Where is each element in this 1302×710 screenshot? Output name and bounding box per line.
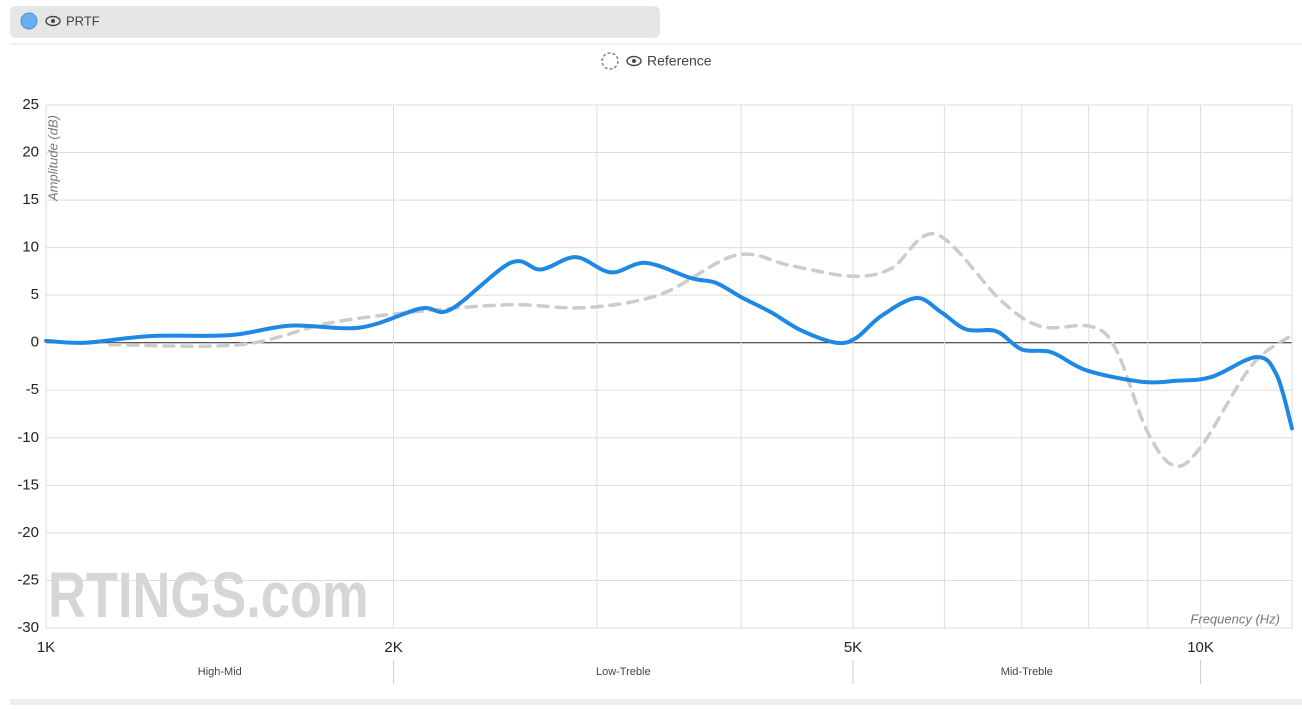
watermark: RTINGS.com: [48, 560, 369, 631]
eye-icon: [626, 55, 642, 67]
y-tick-label: 0: [31, 334, 39, 351]
y-tick-label: 25: [22, 96, 39, 113]
x-tick-label: 1K: [37, 639, 55, 656]
y-tick-label: -15: [17, 476, 39, 493]
y-tick-label: -25: [17, 571, 39, 588]
x-axis-label: Frequency (Hz): [1190, 611, 1280, 626]
y-axis-label: Amplitude (dB): [45, 115, 60, 202]
band-label: High-Mid: [198, 666, 242, 678]
series-line: [108, 232, 1294, 468]
band-label: Mid-Treble: [1001, 666, 1053, 678]
y-tick-label: -30: [17, 619, 39, 636]
plot: 25 20 15 10 5 0 -5 -10 -15 -20 -25 -30 1K 2K 5K 10K High…: [17, 96, 1294, 684]
eye-icon: [632, 59, 636, 63]
x-tick-label: 2K: [384, 639, 402, 656]
y-tick-label: -20: [17, 524, 39, 541]
eye-icon: [51, 19, 55, 23]
legend-swatch: [601, 52, 619, 70]
y-tick-label: 10: [22, 239, 39, 256]
legend: PRTF Reference: [20, 12, 712, 70]
y-tick-label: 5: [31, 286, 39, 303]
legend-label: PRTF: [66, 13, 100, 28]
legend-label: Reference: [647, 53, 712, 69]
x-tick-label: 10K: [1187, 639, 1214, 656]
legend-swatch: [20, 12, 38, 30]
series-line: [44, 255, 1294, 431]
y-tick-label: 20: [22, 144, 39, 161]
y-tick-label: -10: [17, 429, 39, 446]
y-tick-label: -5: [26, 381, 39, 398]
y-tick-label: 15: [22, 191, 39, 208]
eye-icon: [45, 15, 61, 27]
footer-strip: [10, 699, 1302, 705]
band-label: Low-Treble: [596, 666, 651, 678]
legend-bar: [10, 6, 660, 38]
x-tick-label: 5K: [844, 639, 862, 656]
